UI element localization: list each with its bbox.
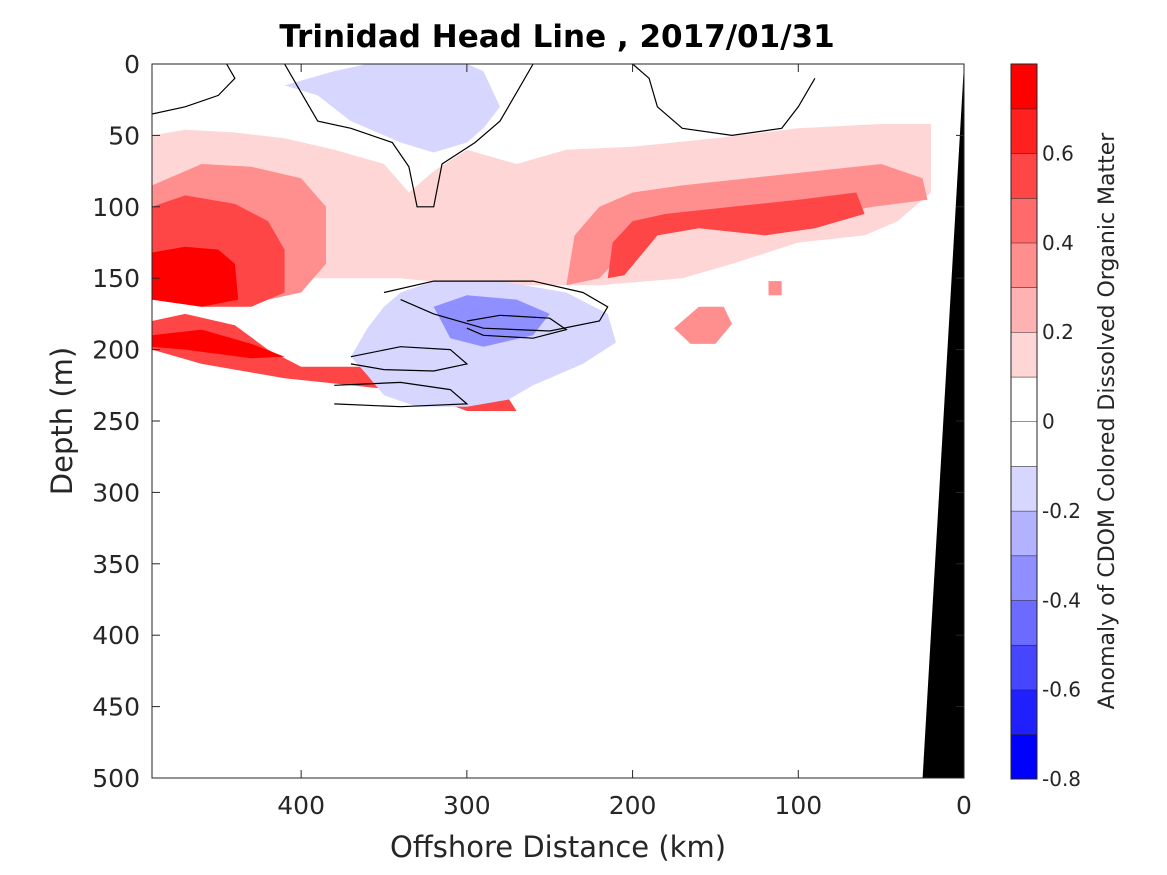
colorbar-tick-label: 0 xyxy=(1042,410,1055,434)
colorbar-band xyxy=(1011,64,1037,109)
colorbar-band xyxy=(1011,600,1037,645)
x-tick-label: 200 xyxy=(609,791,657,820)
colorbar-tick-label: 0.2 xyxy=(1042,320,1074,344)
x-tick-label: 0 xyxy=(956,791,972,820)
y-tick-label: 200 xyxy=(92,336,140,365)
y-axis-label: Depth (m) xyxy=(45,347,79,495)
x-tick-label: 400 xyxy=(277,791,325,820)
y-tick-label: 450 xyxy=(92,693,140,722)
colorbar-band xyxy=(1011,153,1037,199)
zero-contour-line xyxy=(632,64,816,137)
colorbar-band xyxy=(1011,689,1037,735)
colorbar-band xyxy=(1011,198,1037,243)
positive-anomaly-region xyxy=(768,281,782,296)
y-tick-label: 50 xyxy=(108,121,140,150)
colorbar-frame xyxy=(1010,63,1038,780)
colorbar-tick-label: -0.2 xyxy=(1042,499,1081,523)
colorbar-band xyxy=(1011,287,1037,333)
continental-shelf xyxy=(922,64,964,778)
x-axis-label: Offshore Distance (km) xyxy=(390,830,726,864)
colorbar-band xyxy=(1011,376,1037,422)
positive-anomaly-region xyxy=(152,329,285,359)
colorbar-band xyxy=(1011,510,1037,556)
colorbar-tick-label: -0.6 xyxy=(1042,678,1081,702)
positive-anomaly-region xyxy=(152,124,931,290)
x-tick-label: 100 xyxy=(774,791,822,820)
y-tick-label: 100 xyxy=(92,193,140,222)
y-axis-ticks: 0 50 100 150 200 250 300 350 400 450 500 xyxy=(92,50,964,793)
colorbar-band xyxy=(1011,644,1037,690)
negative-anomaly-region xyxy=(284,64,500,153)
x-tick-label: 300 xyxy=(443,791,491,820)
positive-anomaly-region xyxy=(152,246,239,307)
negative-anomaly-region xyxy=(433,295,550,347)
colorbar-label: Anomaly of CDOM Colored Dissolved Organi… xyxy=(1095,132,1120,710)
anomaly-field xyxy=(152,64,931,411)
colorbar-band xyxy=(1011,242,1037,288)
zero-contour-line xyxy=(350,346,469,372)
colorbar-tick-label: -0.8 xyxy=(1042,767,1081,791)
colorbar-band xyxy=(1011,332,1037,377)
colorbar-band xyxy=(1011,421,1037,467)
zero-contour-line xyxy=(466,314,568,339)
zero-contours xyxy=(152,64,816,408)
zero-contour-line xyxy=(284,64,534,208)
y-tick-label: 250 xyxy=(92,407,140,436)
colorbar-band xyxy=(1011,466,1037,511)
chart-title: Trinidad Head Line , 2017/01/31 xyxy=(279,19,834,55)
colorbar: -0.8 -0.6 -0.4 -0.2 0 0.2 0.4 0.6 xyxy=(1010,63,1081,791)
land-bathymetry xyxy=(922,64,964,778)
zero-contour-line xyxy=(334,381,469,408)
colorbar-tick-label: 0.4 xyxy=(1042,231,1074,255)
y-tick-label: 350 xyxy=(92,550,140,579)
y-tick-label: 0 xyxy=(124,50,140,79)
zero-contour-line xyxy=(152,64,236,115)
colorbar-tick-label: -0.4 xyxy=(1042,588,1081,612)
positive-anomaly-region xyxy=(607,192,865,279)
colorbar-tick-label: 0.6 xyxy=(1042,141,1074,165)
x-axis-ticks: 400 300 200 100 0 xyxy=(277,64,972,820)
zero-contour-line xyxy=(383,280,609,332)
y-tick-label: 150 xyxy=(92,264,140,293)
y-tick-label: 400 xyxy=(92,621,140,650)
y-tick-label: 500 xyxy=(92,764,140,793)
colorbar-band xyxy=(1011,108,1037,154)
colorbar-band xyxy=(1011,555,1037,601)
y-tick-label: 300 xyxy=(92,478,140,507)
colorbar-band xyxy=(1011,734,1037,779)
positive-anomaly-region xyxy=(674,306,732,344)
